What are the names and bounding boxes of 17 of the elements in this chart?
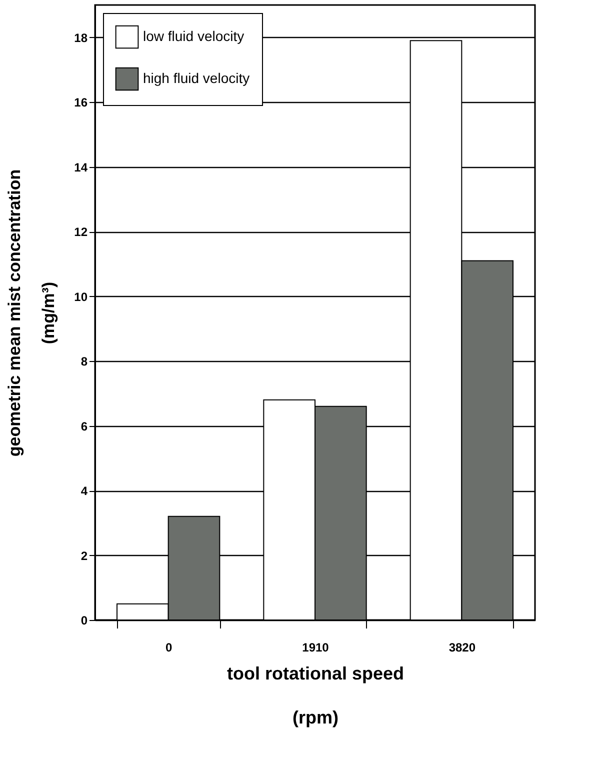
y-tick-label: 10 [74, 290, 88, 304]
y-tick-label: 6 [80, 419, 88, 434]
legend-label: high fluid velocity [143, 70, 250, 86]
text: tool rotational speed (rpm) [226, 664, 404, 728]
y-tick-label: 2 [80, 548, 88, 563]
x-tick-label: 0 [165, 640, 172, 654]
x-tick-label: 1910 [302, 640, 330, 654]
y-tick-label: 14 [74, 160, 88, 174]
legend-label: low fluid velocity [143, 28, 244, 44]
y-tick-label: 18 [74, 30, 88, 45]
y-axis-title: geometric mean mist concentration (mg/m³) [5, 169, 58, 457]
y-tick-label: 4 [80, 484, 88, 498]
y-tick-label: 16 [74, 96, 88, 110]
x-tick-label: 3820 [448, 640, 476, 654]
y-tick-label: 12 [74, 225, 88, 240]
y-tick-label: 8 [80, 354, 88, 369]
y-tick-label: 0 [80, 614, 88, 628]
